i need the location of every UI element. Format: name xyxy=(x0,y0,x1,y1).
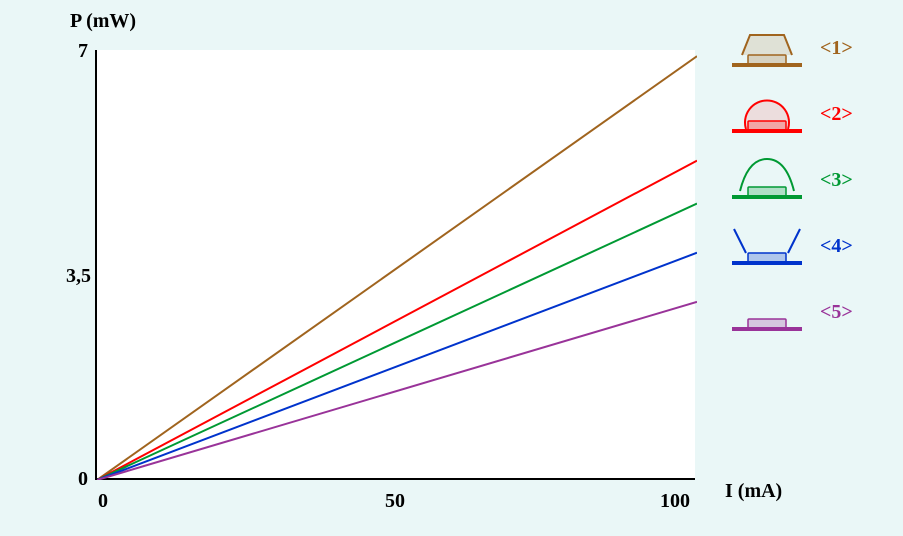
legend-label-1: <1> xyxy=(820,37,853,60)
series-line-4 xyxy=(97,253,697,480)
legend-item-1: <1> xyxy=(728,18,898,78)
legend-item-5: <5> xyxy=(728,282,898,342)
legend-label-4: <4> xyxy=(820,235,853,258)
x-tick-50: 50 xyxy=(385,490,405,513)
y-tick-0: 0 xyxy=(78,468,88,491)
series-line-5 xyxy=(97,302,697,480)
legend: <1> <2> <3> <4> <5> xyxy=(728,18,898,348)
y-axis-label: P (mW) xyxy=(70,10,136,33)
x-axis-label: I (mA) xyxy=(725,480,782,503)
legend-icon-3 xyxy=(728,155,806,205)
series-line-2 xyxy=(97,161,697,480)
legend-icon-4 xyxy=(728,221,806,271)
series-line-1 xyxy=(97,56,697,480)
legend-label-3: <3> xyxy=(820,169,853,192)
legend-label-5: <5> xyxy=(820,301,853,324)
x-tick-0: 0 xyxy=(98,490,108,513)
plot-area xyxy=(95,50,695,480)
legend-icon-2 xyxy=(728,89,806,139)
legend-label-2: <2> xyxy=(820,103,853,126)
legend-item-2: <2> xyxy=(728,84,898,144)
line-series-svg xyxy=(97,50,697,480)
legend-icon-1 xyxy=(728,23,806,73)
legend-item-4: <4> xyxy=(728,216,898,276)
legend-icon-5 xyxy=(728,287,806,337)
y-tick-3-5: 3,5 xyxy=(66,265,91,288)
x-tick-100: 100 xyxy=(660,490,690,513)
legend-item-3: <3> xyxy=(728,150,898,210)
chart-container: P (mW) 7 3,5 0 0 50 100 xyxy=(30,10,710,520)
y-tick-7: 7 xyxy=(78,40,88,63)
series-line-3 xyxy=(97,204,697,480)
